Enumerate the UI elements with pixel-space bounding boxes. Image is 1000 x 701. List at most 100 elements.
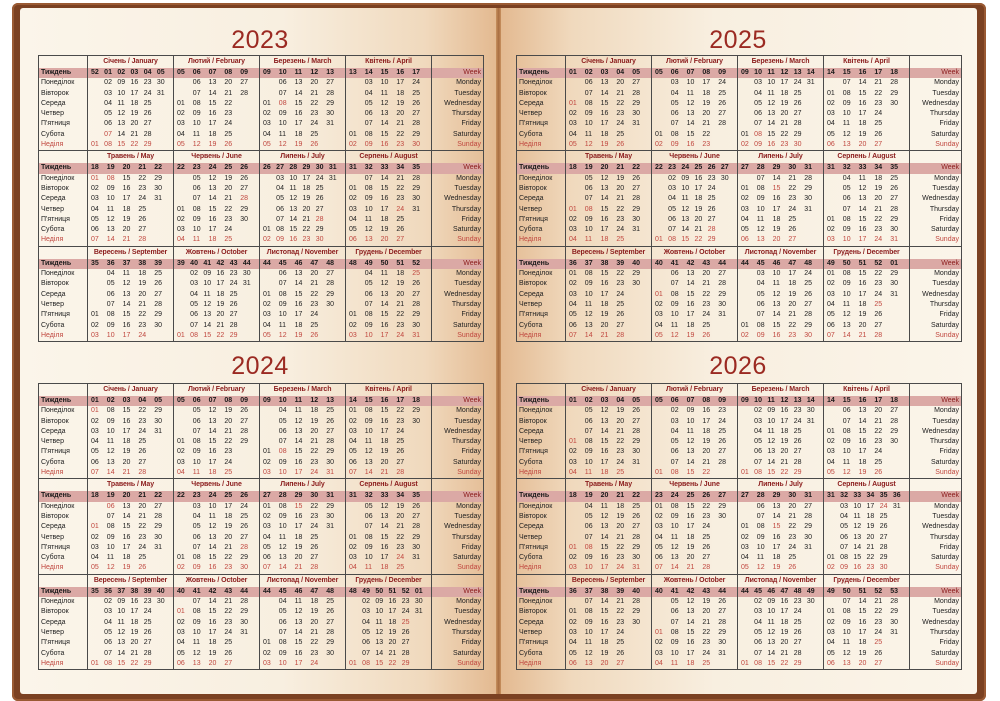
day-cell: 28 <box>632 195 640 203</box>
month-days: 04 11 18 25 <box>173 235 259 246</box>
day-cell: 11 <box>670 321 679 329</box>
day-cell: 12 <box>584 649 593 657</box>
day-cell <box>91 597 104 607</box>
week-number: 35 <box>412 492 420 500</box>
week-number: 22 <box>632 164 640 172</box>
day-cell: 28 <box>890 205 898 213</box>
day-cell: 24 <box>396 205 405 213</box>
weekday-label-ua: Неділя <box>519 564 542 572</box>
day-cell: 06 <box>569 321 577 329</box>
day-cell <box>632 628 648 638</box>
day-cell: 21 <box>780 120 789 128</box>
weekday-label-en: Thursday <box>431 532 483 543</box>
day-row: Неділя 07 14 21 28 05 12 19 26 02 09 16 23 30 07 14 21 28… <box>517 330 961 342</box>
day-cell <box>412 215 428 225</box>
day-cell: 11 <box>192 236 201 244</box>
week-number: 05 <box>655 69 663 76</box>
month-days: 07 14 21 28 <box>565 597 651 608</box>
day-cell: 17 <box>600 564 609 572</box>
weekday-label-en: Saturday <box>431 553 483 564</box>
day-cell: 26 <box>632 407 640 415</box>
month-days: 01 08 15 22 29 <box>565 437 651 448</box>
day-cell: 08 <box>192 554 201 562</box>
weekday-label-en: Friday <box>909 310 961 321</box>
day-cell: 14 <box>208 195 217 203</box>
month-days: 02 09 16 23 30 <box>345 140 431 151</box>
year-title-2025: 2025 <box>709 26 767 54</box>
week-number: 48 <box>804 259 812 267</box>
day-cell: 03 <box>754 417 762 425</box>
month-days: 05 12 19 26 <box>651 98 737 110</box>
weekday-label-ua: Понеділок <box>519 79 553 87</box>
weekday-label-ua: Вівторок <box>41 89 69 97</box>
day-cell: 13 <box>767 448 776 456</box>
month-days: 02 09 16 23 30 <box>173 214 259 226</box>
day-cell: 03 <box>177 120 185 128</box>
day-cell: 15 <box>208 99 217 107</box>
weekday-label-ua: Тиждень <box>519 69 550 76</box>
day-row: П'ятниця 01 08 15 22 29 06 13 20 27 03 10 17 24 01 08 15… <box>39 310 483 321</box>
week-number: 26 <box>702 492 711 500</box>
day-cell: 24 <box>138 331 147 339</box>
day-cell: 10 <box>106 195 115 203</box>
month-days: 06 13 20 27 <box>565 183 651 195</box>
day-cell: 17 <box>858 448 867 456</box>
weekday-label-ua: Понеділок <box>519 270 553 278</box>
day-cell <box>890 130 906 140</box>
week-number: 06 <box>192 69 201 76</box>
day-cell: 03 <box>569 120 577 128</box>
day-cell: 14 <box>364 469 373 477</box>
day-cell: 22 <box>310 290 319 298</box>
day-cell: 27 <box>229 311 238 319</box>
weekday-label-en: Monday <box>431 406 483 417</box>
day-cell: 07 <box>584 533 593 541</box>
month-days: 05 12 19 26 <box>651 597 737 608</box>
day-cell: 10 <box>380 79 389 87</box>
day-row: Четвер 02 09 16 23 30 06 13 20 27 04 11 18 25 01 08 15 22… <box>39 532 483 543</box>
month-days: 04 11 18 25 <box>87 553 173 564</box>
month-days: 01 08 15 22 29 <box>87 658 173 670</box>
day-cell: 10 <box>208 502 217 510</box>
month-days: 04 11 18 25 <box>651 658 737 670</box>
day-cell: 30 <box>154 417 162 425</box>
day-cell: 09 <box>375 598 384 606</box>
month-week-numbers: 18 19 20 21 22 <box>87 163 173 174</box>
day-cell: 18 <box>208 639 217 647</box>
day-cell: 18 <box>600 639 609 647</box>
day-cell: 05 <box>840 523 848 531</box>
day-cell: 06 <box>364 110 373 118</box>
month-days: 02 09 16 23 <box>651 140 737 151</box>
day-cell <box>807 468 820 478</box>
day-cell: 29 <box>804 184 812 192</box>
month-days: 07 14 21 28 <box>565 532 651 543</box>
day-cell: 20 <box>380 236 389 244</box>
week-number: 04 <box>616 69 625 76</box>
weekday-label-en: Sunday <box>909 140 961 151</box>
month-days: 01 08 15 22 29 <box>173 204 259 215</box>
day-cell: 14 <box>600 533 609 541</box>
day-cell: 30 <box>632 618 640 626</box>
day-cell: 07 <box>278 438 287 446</box>
month-days: 04 11 18 25 <box>345 437 431 448</box>
day-cell: 10 <box>584 290 593 298</box>
day-cell <box>741 427 754 437</box>
day-cell: 23 <box>224 448 233 456</box>
month-days: 02 09 16 23 30 <box>565 553 651 564</box>
weekday-label-en: Sunday <box>431 235 483 246</box>
day-cell: 01 <box>263 290 271 298</box>
day-cell: 28 <box>154 300 162 308</box>
day-cell: 17 <box>686 523 695 531</box>
day-cell <box>157 607 170 617</box>
day-cell <box>827 184 843 194</box>
day-cell: 16 <box>122 417 131 425</box>
day-cell: 08 <box>192 438 201 446</box>
day-cell: 22 <box>130 659 139 667</box>
day-cell: 15 <box>686 469 695 477</box>
month-week-numbers: 49 50 51 52 01 <box>823 258 909 270</box>
day-cell: 28 <box>718 280 726 288</box>
day-cell: 01 <box>177 554 185 562</box>
day-cell <box>807 89 820 99</box>
day-cell: 17 <box>772 205 781 213</box>
week-number: 35 <box>91 587 99 595</box>
month-days: 07 14 21 28 <box>173 88 259 99</box>
